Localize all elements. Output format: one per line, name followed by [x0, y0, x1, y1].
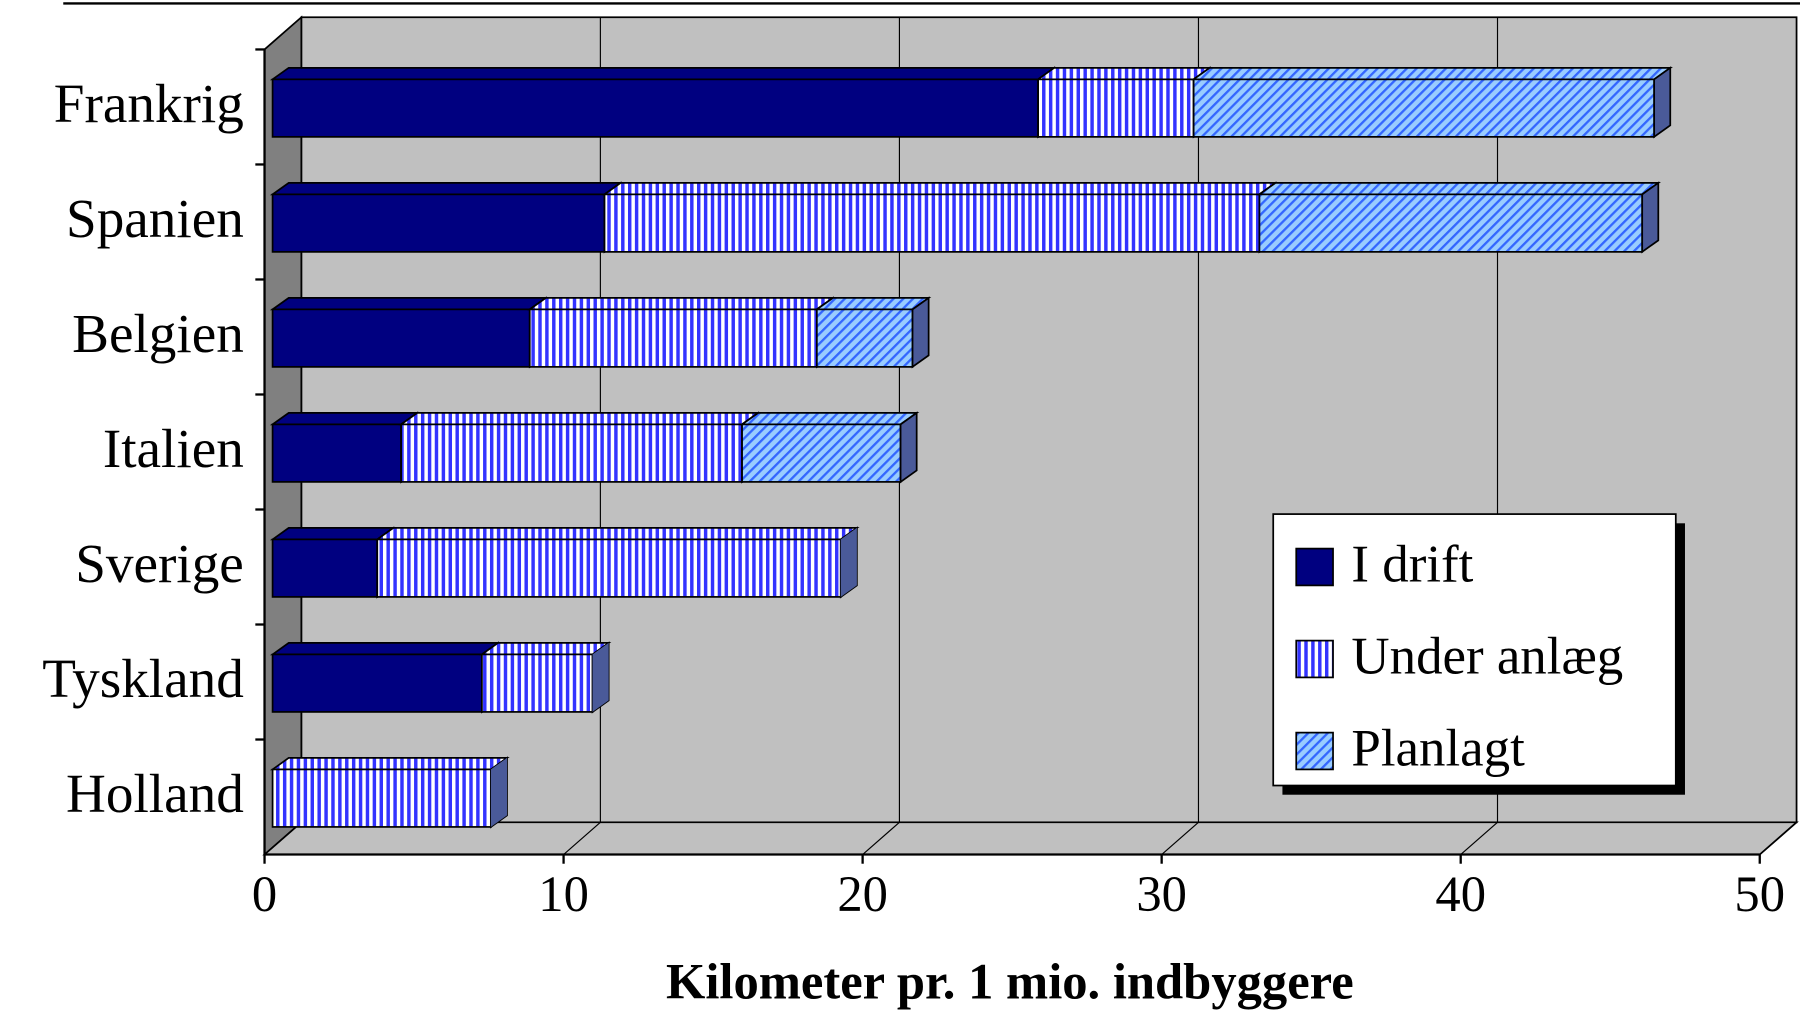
bar [269, 296, 549, 369]
x-axis-title: Kilometer pr. 1 mio. indbyggere [666, 953, 1354, 1009]
x-tick-label: 20 [837, 866, 888, 922]
floor-grid-line [1759, 821, 1797, 855]
bar [527, 296, 836, 369]
x-tick-label: 0 [252, 866, 277, 922]
y-tick-label: Spanien [66, 188, 244, 249]
legend-label: I drift [1351, 535, 1473, 593]
bar [269, 526, 397, 599]
x-tick-label: 50 [1734, 866, 1785, 922]
bar-top [374, 527, 860, 541]
bar-top [479, 642, 612, 656]
bar [269, 181, 624, 254]
y-tick-label: Belgien [72, 303, 244, 364]
bar-side [1653, 66, 1672, 139]
bar [1256, 181, 1661, 254]
bar-top [1035, 66, 1213, 81]
bar-top [269, 757, 510, 771]
bar-side [490, 757, 507, 827]
bar-front [528, 308, 818, 368]
bar-front [271, 308, 531, 368]
bar-top [269, 527, 397, 541]
y-tick-label: Holland [66, 763, 244, 824]
bars [269, 66, 1673, 829]
bar [739, 411, 920, 484]
bar [269, 641, 501, 714]
bar-front [271, 423, 403, 483]
y-tick-label: Frankrig [54, 73, 244, 134]
bar-top [739, 412, 920, 426]
bar-front [271, 768, 492, 828]
bar [269, 756, 510, 829]
bar-top [269, 642, 501, 656]
legend-swatch [1295, 731, 1334, 771]
y-tick-label: Tyskland [42, 648, 244, 709]
bar [398, 411, 761, 484]
bar-front [741, 423, 902, 483]
bar-front [815, 308, 914, 368]
bar-top [269, 412, 420, 426]
bar-top [1190, 66, 1673, 81]
bar [490, 757, 507, 827]
bar-side [592, 642, 609, 712]
x-tick-label: 40 [1435, 866, 1486, 922]
bar [269, 66, 1057, 139]
bar-top [269, 297, 549, 311]
bar [592, 642, 609, 712]
bar-front [271, 193, 606, 253]
bar-front [376, 538, 842, 598]
bar [269, 411, 420, 484]
floor-grid-line [862, 821, 900, 855]
legend-swatch [1295, 547, 1334, 587]
bar-front [1037, 78, 1195, 138]
bar-top [601, 182, 1279, 196]
legend-swatch [1295, 639, 1334, 679]
bar-side [911, 296, 930, 369]
bar-top [269, 66, 1057, 81]
bar [374, 526, 860, 599]
bar-front [481, 653, 594, 713]
bar [1035, 66, 1213, 139]
bar-front [400, 423, 743, 483]
y-tick-label: Sverige [75, 533, 244, 594]
bar-top [527, 297, 836, 311]
x-tick-label: 30 [1136, 866, 1187, 922]
floor-grid-line [563, 821, 601, 855]
x-tick-label: 10 [538, 866, 589, 922]
legend-label: Under anlæg [1351, 627, 1623, 685]
legend-box [1272, 513, 1677, 787]
bar-top [814, 297, 932, 311]
floor-grid-line [1460, 821, 1498, 855]
bar-front [271, 78, 1039, 138]
legend: I drift Under anlæg Planlagt [1272, 513, 1685, 795]
bar-front [271, 538, 379, 598]
bar [840, 527, 857, 597]
floor-grid-line [1161, 821, 1199, 855]
bar-front [271, 653, 483, 713]
legend-label: Planlagt [1351, 719, 1525, 777]
bar-front [603, 193, 1261, 253]
bar-top [269, 182, 624, 196]
bar-front [1192, 78, 1656, 138]
bar [1190, 66, 1673, 139]
bar-front [1258, 193, 1644, 253]
bar-side [840, 527, 857, 597]
bar-side [1641, 181, 1660, 254]
bar [601, 181, 1279, 254]
floor [262, 821, 1799, 856]
bar [814, 296, 932, 369]
bar [479, 641, 612, 714]
y-tick-label: Italien [103, 418, 244, 479]
bar-top [398, 412, 761, 426]
bar-top [1256, 182, 1661, 196]
bar-side [899, 411, 918, 484]
